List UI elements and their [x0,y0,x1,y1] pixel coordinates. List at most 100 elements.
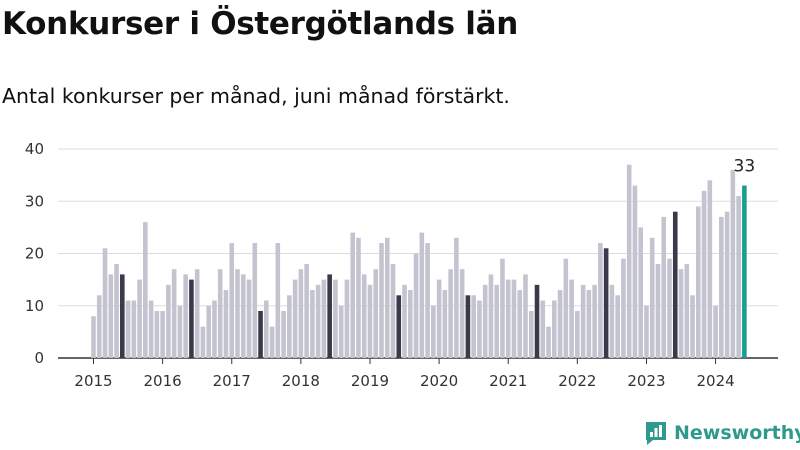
bar [212,300,217,358]
x-tick-label: 2022 [558,372,596,390]
bar [724,211,730,358]
x-tick-label: 2021 [489,372,527,390]
bar [632,185,638,358]
bar [448,269,453,358]
bar [108,274,114,358]
bar [137,279,142,358]
bar [114,263,119,358]
bar [707,180,713,358]
brand-name: Newsworthy [674,422,800,444]
latest-value-label: 33 [734,157,756,177]
bar [459,269,465,358]
bar [546,326,551,358]
bar [252,243,258,358]
y-tick-label: 0 [34,349,44,367]
bar [390,263,396,358]
bar [505,279,511,358]
bar [730,169,736,358]
bar [488,274,494,358]
bar [563,258,569,358]
bar [223,290,229,358]
x-tick-label: 2016 [144,372,182,390]
bar [120,274,125,358]
y-tick-label: 20 [25,245,44,263]
bar [229,243,235,358]
bar [684,263,690,358]
bar [477,300,482,358]
bar [315,284,321,358]
bar [264,300,269,358]
bar [465,295,471,358]
bar [396,295,402,358]
x-tick-label: 2015 [74,372,112,390]
bar [667,258,672,358]
bar [258,310,263,358]
bar [598,243,603,358]
bar [298,269,304,358]
bar [310,290,315,358]
bar [431,305,436,358]
bar [327,274,332,358]
bar [644,305,649,358]
bar [442,290,448,358]
bar [436,279,442,358]
bar [96,295,102,358]
bar [166,284,171,358]
bar [287,295,292,358]
bar [350,232,355,358]
bar [638,227,643,358]
bar [292,279,298,358]
bar [246,279,252,358]
bar [736,196,741,358]
bar [194,269,200,358]
bar [592,284,597,358]
bar [690,295,695,358]
bar [471,295,476,358]
bar [575,310,580,358]
bar [160,310,165,358]
bar [621,258,626,358]
bar [408,290,413,358]
bar [701,190,707,358]
bar [269,326,275,358]
bar [528,310,534,358]
bar [425,243,430,358]
bar [304,263,309,358]
bar [131,300,137,358]
bar [379,243,384,358]
bar [494,284,499,358]
bar [240,274,246,358]
bar [580,284,586,358]
bar [626,164,632,358]
bar [281,310,286,358]
bar [177,305,183,358]
x-tick-label: 2020 [420,372,458,390]
bar [517,290,523,358]
bar [91,316,96,358]
bar [413,253,419,358]
x-tick-label: 2018 [282,372,320,390]
bar [615,295,620,358]
bar [338,305,344,358]
bar [696,206,701,358]
bar [500,258,505,358]
bar [713,305,718,358]
bar [154,310,160,358]
bar [356,237,361,358]
bar [649,237,655,358]
bar [742,185,747,358]
bar [655,263,661,358]
bar [540,300,546,358]
bar [454,237,459,358]
bar [552,300,557,358]
bar [678,269,684,358]
bar [523,274,528,358]
newsworthy-logo: Newsworthy [644,418,800,448]
bar [661,216,667,358]
bar [275,243,281,358]
bar [384,237,390,358]
bar [603,248,609,358]
x-tick-label: 2023 [627,372,665,390]
bar [482,284,488,358]
